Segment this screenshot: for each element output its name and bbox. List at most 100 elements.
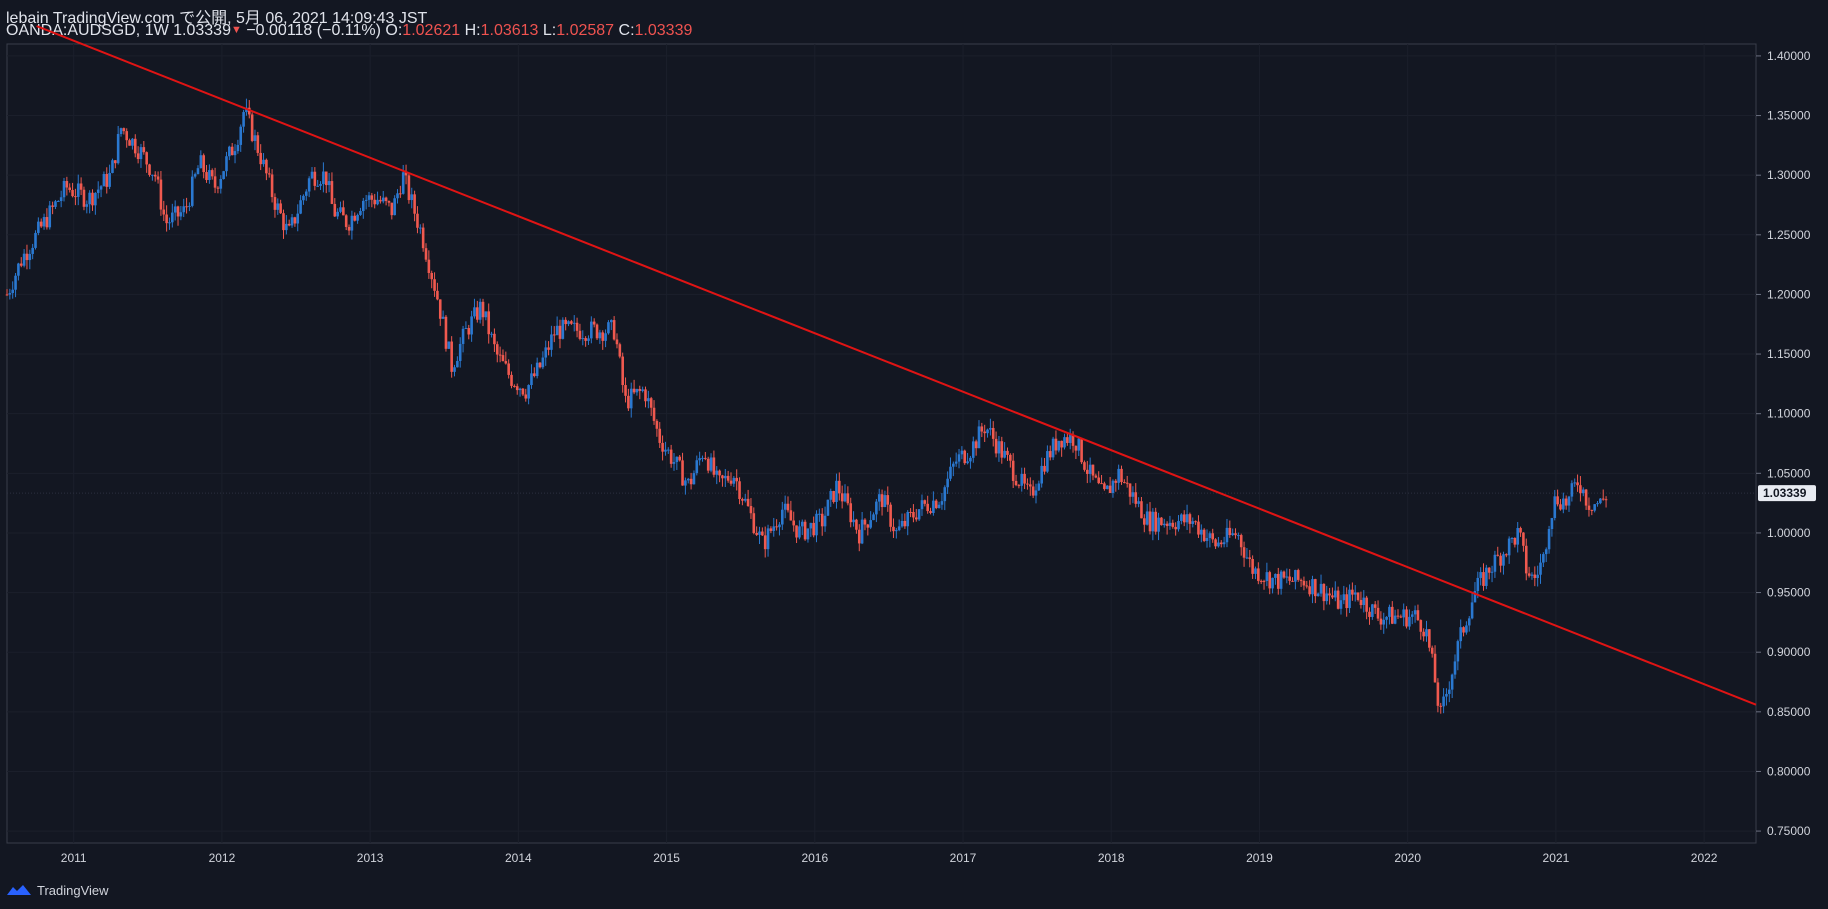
candle-body	[515, 386, 519, 391]
candle-body	[624, 385, 627, 396]
candle-body	[131, 138, 134, 146]
candle-body	[572, 322, 576, 324]
candle-body	[1080, 438, 1083, 463]
candle-body	[937, 504, 941, 509]
candle-body	[1294, 570, 1297, 582]
candle-body	[62, 181, 66, 198]
y-tick-label: 1.35000	[1767, 109, 1811, 123]
candle-body	[1505, 554, 1508, 556]
candle-body	[929, 511, 932, 513]
candle-body	[17, 263, 20, 276]
y-tick-label: 1.20000	[1767, 287, 1811, 301]
candle-body	[971, 441, 975, 458]
last-price-tag: 1.03339	[1758, 485, 1816, 502]
y-tick-label: 1.40000	[1767, 49, 1811, 63]
candle-body	[1373, 604, 1377, 608]
candle-body	[635, 388, 639, 393]
candle-body	[852, 519, 855, 523]
candle-body	[541, 357, 545, 368]
candle-body	[48, 205, 52, 228]
candle-body	[906, 511, 910, 527]
candles	[5, 98, 1608, 714]
candle-body	[413, 194, 416, 214]
candle-body	[210, 170, 214, 177]
candle-body	[917, 509, 921, 520]
candle-body	[675, 456, 679, 463]
candle-body	[85, 204, 89, 207]
trendline[interactable]	[36, 25, 1757, 706]
candle-body	[1410, 614, 1414, 617]
candle-body	[726, 475, 730, 481]
candle-body	[11, 289, 15, 294]
candle-body	[159, 179, 163, 210]
candle-body	[715, 470, 719, 475]
candle-body	[433, 279, 436, 291]
candle-body	[547, 347, 550, 350]
candle-body	[447, 341, 451, 349]
candle-body	[168, 222, 171, 224]
candle-body	[1599, 498, 1602, 504]
candle-body	[1154, 511, 1158, 532]
candle-body	[1037, 483, 1041, 491]
brand-name: TradingView	[37, 882, 109, 898]
candle-body	[678, 456, 681, 461]
candle-body	[1428, 629, 1431, 648]
candle-body	[1265, 572, 1269, 581]
candle-body	[1276, 573, 1280, 589]
candle-body	[356, 214, 359, 221]
candle-body	[193, 174, 197, 177]
candle-body	[153, 174, 157, 177]
candle-body	[1544, 549, 1548, 555]
candle-body	[333, 203, 337, 217]
candle-body	[1108, 485, 1112, 494]
x-axis[interactable]: 2011 2012 2013 2014 2015 2016 2017 2018 2019 2020…	[61, 851, 1718, 865]
candle-body	[860, 519, 864, 544]
candle-body	[638, 388, 642, 391]
candle-body	[216, 187, 220, 189]
candle-body	[1353, 592, 1357, 595]
candle-body	[1028, 484, 1032, 487]
candle-body	[1020, 473, 1024, 486]
candle-body	[1314, 579, 1317, 597]
candle-body	[966, 461, 969, 464]
candle-body	[1479, 572, 1482, 578]
candle-body	[592, 321, 596, 325]
candle-body	[99, 186, 103, 190]
candle-body	[108, 172, 111, 187]
close-value: 1.03339	[634, 22, 693, 39]
candle-body	[1470, 602, 1474, 619]
candle-body	[1499, 555, 1502, 566]
candle-body	[1581, 489, 1585, 494]
candle-body	[1339, 600, 1343, 609]
candle-body	[609, 320, 613, 323]
candle-body	[1365, 597, 1368, 612]
candle-body	[769, 528, 773, 531]
candle-body	[815, 513, 818, 536]
x-tick-label: 2014	[505, 851, 532, 865]
y-axis[interactable]: 0.75000 0.80000 0.85000 0.90000 0.95000 1.000…	[1756, 49, 1811, 838]
candle-body	[923, 500, 927, 504]
x-tick-label: 2021	[1543, 851, 1570, 865]
candle-body	[672, 462, 676, 464]
candle-body	[148, 164, 151, 175]
candle-body	[1145, 511, 1149, 525]
candle-body	[1399, 616, 1403, 618]
candle-body	[1194, 521, 1197, 523]
candle-body	[983, 431, 986, 434]
candle-body	[926, 503, 929, 512]
candle-body	[1248, 557, 1252, 559]
close-label: C:	[618, 22, 635, 39]
candle-body	[883, 495, 887, 508]
candle-body	[1425, 629, 1428, 637]
candle-body	[829, 491, 833, 500]
candle-body	[444, 316, 448, 349]
candle-body	[1405, 609, 1408, 627]
candle-body	[327, 181, 331, 186]
candle-body	[843, 493, 847, 502]
symbol-name[interactable]: OANDA:AUDSGD, 1W	[6, 22, 169, 39]
candle-body	[701, 457, 704, 459]
footer-brand[interactable]: TradingView	[6, 880, 109, 900]
candle-body	[735, 477, 739, 482]
candle-body	[1117, 468, 1120, 483]
